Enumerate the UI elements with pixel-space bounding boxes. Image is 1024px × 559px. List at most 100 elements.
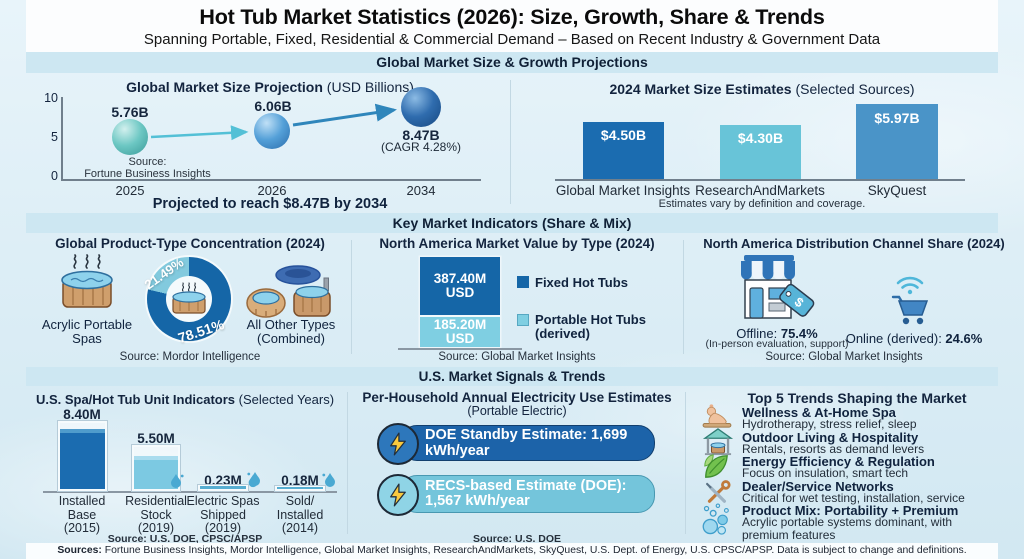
trend-sub: Critical for wet testing, installation, …	[742, 491, 965, 505]
tools-icon	[706, 480, 731, 503]
units-bar4	[275, 486, 325, 491]
splash-icon	[171, 474, 184, 488]
legend-fixed-label: Fixed Hot Tubs	[535, 275, 628, 290]
cagr-note: (CAGR 4.28%)	[380, 140, 462, 154]
concentration-source: Source: Mordor Intelligence	[119, 351, 261, 363]
legend-portable-label: Portable Hot Tubs (derived)	[535, 312, 646, 341]
trends-title: Top 5 Trends Shaping the Market	[747, 390, 967, 406]
section1-divider	[510, 80, 511, 204]
donut-hole	[166, 276, 212, 322]
value-2025: 5.76B	[111, 104, 149, 120]
ytick-10: 10	[44, 91, 58, 105]
units-cat3: Electric Spas Shipped (2019)	[186, 494, 260, 535]
ytick-5: 5	[51, 130, 58, 144]
donut-center-tub-icon	[172, 282, 206, 314]
trend-head: Outdoor Living & Hospitality	[742, 430, 919, 445]
units-bar1	[58, 421, 107, 491]
units-cat2: Residential Stock (2019)	[125, 494, 187, 535]
xtick-2025: 2025	[115, 183, 145, 198]
trend-sub: Acrylic portable systems dominant, with …	[742, 515, 953, 542]
concentration-panel: Global Product-Type Concentration (2024)…	[30, 232, 350, 368]
acrylic-spa-label: Acrylic Portable Spas	[41, 317, 133, 346]
recs-pill: RECS-based Estimate (DOE): 1,567 kWh/yea…	[400, 475, 655, 513]
units-cat1: Installed Base (2015)	[58, 494, 106, 535]
concentration-title: Global Product-Type Concentration (2024)	[55, 236, 325, 251]
estimates-note: Estimates vary by definition and coverag…	[658, 198, 866, 210]
cat-gmi: Global Market Insights	[555, 183, 691, 198]
footer-sources: Sources: Fortune Business Insights, Mord…	[57, 545, 967, 556]
wellness-icon	[702, 404, 732, 428]
xtick-2034: 2034	[406, 183, 436, 198]
trend-head: Energy Efficiency & Regulation	[742, 454, 935, 469]
other-types-icons	[246, 265, 331, 318]
units-bar4-value: 0.18M	[281, 473, 319, 488]
trend-head: Dealer/Service Networks	[742, 479, 894, 494]
bar-ram: $4.30B	[720, 125, 801, 179]
electricity-source: Source: U.S. DOE	[472, 533, 562, 545]
header-band	[26, 0, 998, 52]
navalue-title: North America Market Value by Type (2024…	[379, 236, 655, 251]
bar-ram-value: $4.30B	[737, 130, 784, 146]
xtick-2026: 2026	[257, 183, 287, 198]
estimates-baseline	[555, 179, 965, 181]
units-baseline	[43, 491, 337, 493]
channel-title: North America Distribution Channel Share…	[703, 236, 1005, 251]
section3-band: U.S. Market Signals & Trends	[26, 367, 998, 386]
section3-divider-1	[347, 392, 348, 534]
estimates-title: 2024 Market Size Estimates (Selected Sou…	[609, 81, 915, 97]
cat-skyquest: SkyQuest	[867, 183, 927, 198]
units-panel: U.S. Spa/Hot Tub Unit Indicators (Select…	[25, 386, 345, 545]
stacked-portable-segment: 185.20M USD	[420, 315, 500, 347]
units-source: Source: U.S. DOE, CPSC/APSP	[107, 533, 263, 545]
storefront-icon: $	[741, 255, 815, 319]
units-cat4: Sold/Installed (2014)	[276, 494, 324, 535]
projection-title: Global Market Size Projection (USD Billi…	[126, 79, 414, 95]
units-bar3	[198, 485, 248, 491]
bolt-icon	[377, 474, 419, 516]
stacked-fixed-segment: 387.40M USD	[420, 257, 500, 315]
trend-sub: Focus on insulation, smart tech	[742, 466, 909, 480]
x-axis	[61, 179, 481, 181]
trend-head: Wellness & At-Home Spa	[742, 405, 896, 420]
footer-band	[26, 543, 998, 559]
units-bar3-value: 0.23M	[204, 473, 242, 488]
ytick-0: 0	[51, 169, 58, 183]
channel-panel: North America Distribution Channel Share…	[684, 232, 1024, 368]
section3-divider-2	[685, 392, 686, 534]
stacked-baseline	[398, 348, 522, 350]
bar-skyquest-value: $5.97B	[874, 110, 920, 126]
electricity-panel: Per-Household Annual Electricity Use Est…	[352, 386, 682, 545]
value-2034: 8.47B	[402, 127, 440, 143]
online-cart-icon	[891, 276, 929, 325]
legend-fixed-swatch	[517, 276, 529, 288]
trends-panel: Top 5 Trends Shaping the Market Wellness…	[690, 386, 1024, 543]
splash-icon	[248, 474, 258, 488]
trend-sub: Hydrotherapy, stress relief, sleep	[742, 417, 917, 431]
bubbles-icon	[702, 503, 729, 535]
bubble-2026	[254, 113, 290, 149]
other-types-label: All Other Types (Combined)	[246, 317, 336, 346]
units-bar1-value: 8.40M	[63, 407, 101, 422]
section1-band: Global Market Size & Growth Projections	[26, 52, 998, 73]
page-title: Hot Tub Market Statistics (2026): Size, …	[199, 5, 825, 29]
page-subtitle: Spanning Portable, Fixed, Residential & …	[143, 31, 881, 48]
projection-source: Source: Fortune Business Insights	[84, 156, 211, 180]
trend-arrows	[150, 103, 397, 141]
bar-gmi: $4.50B	[583, 122, 664, 179]
bubble-2025	[112, 119, 148, 155]
gazebo-icon	[702, 428, 734, 456]
units-bar2-value: 5.50M	[137, 431, 175, 446]
leaf-icon	[704, 454, 728, 478]
section2-divider-1	[351, 240, 352, 354]
splash-icon	[322, 473, 335, 487]
bar-gmi-value: $4.50B	[600, 127, 647, 143]
legend-portable-swatch	[517, 314, 529, 326]
section2-divider-2	[683, 240, 684, 354]
y-axis	[61, 97, 63, 181]
bubble-2034	[401, 87, 441, 127]
projection-chart: Global Market Size Projection (USD Billi…	[30, 73, 510, 213]
trend-sub: Rentals, resorts as demand levers	[742, 442, 925, 456]
stacked-bar: 387.40M USD 185.20M USD	[420, 257, 500, 347]
donut-chart	[147, 257, 231, 341]
